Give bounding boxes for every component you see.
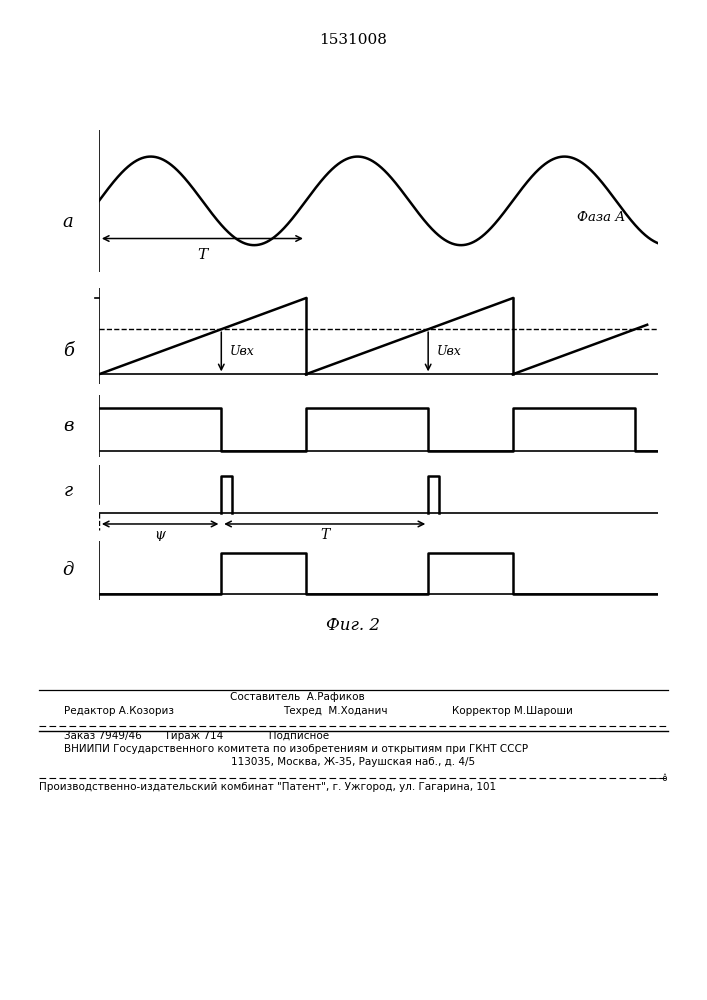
Text: а: а: [63, 213, 74, 231]
Text: 113035, Москва, Ж-35, Раушская наб., д. 4/5: 113035, Москва, Ж-35, Раушская наб., д. …: [231, 757, 476, 767]
Text: 1531008: 1531008: [320, 33, 387, 47]
Text: ВНИИПИ Государственного комитета по изобретениям и открытиям при ГКНТ СССР: ВНИИПИ Государственного комитета по изоб…: [64, 744, 527, 754]
Text: д: д: [63, 561, 74, 579]
Text: в: в: [63, 417, 74, 435]
Text: Uвх: Uвх: [436, 345, 461, 358]
Text: Производственно-издательский комбинат "Патент", г. Ужгород, ул. Гагарина, 101: Производственно-издательский комбинат "П…: [39, 782, 496, 792]
Text: Заказ 7949/46       Тираж 714              Подписное: Заказ 7949/46 Тираж 714 Подписное: [64, 731, 329, 741]
Text: Составитель  А.Рафиков: Составитель А.Рафиков: [230, 692, 364, 702]
Text: Uвх: Uвх: [230, 345, 255, 358]
Text: Фиг. 2: Фиг. 2: [327, 616, 380, 634]
Text: Фаза А: Фаза А: [576, 211, 625, 224]
Text: б: б: [63, 342, 74, 360]
Text: Редактор А.Козориз: Редактор А.Козориз: [64, 706, 174, 716]
Text: Техред  М.Хoданич: Техред М.Хoданич: [283, 706, 387, 716]
Text: ψ: ψ: [155, 528, 165, 542]
Text: Корректор М.Шароши: Корректор М.Шароши: [452, 706, 573, 716]
Text: T: T: [197, 248, 207, 262]
Text: T: T: [320, 528, 329, 542]
Text: —ô: —ô: [655, 774, 668, 783]
Text: г: г: [64, 482, 73, 500]
